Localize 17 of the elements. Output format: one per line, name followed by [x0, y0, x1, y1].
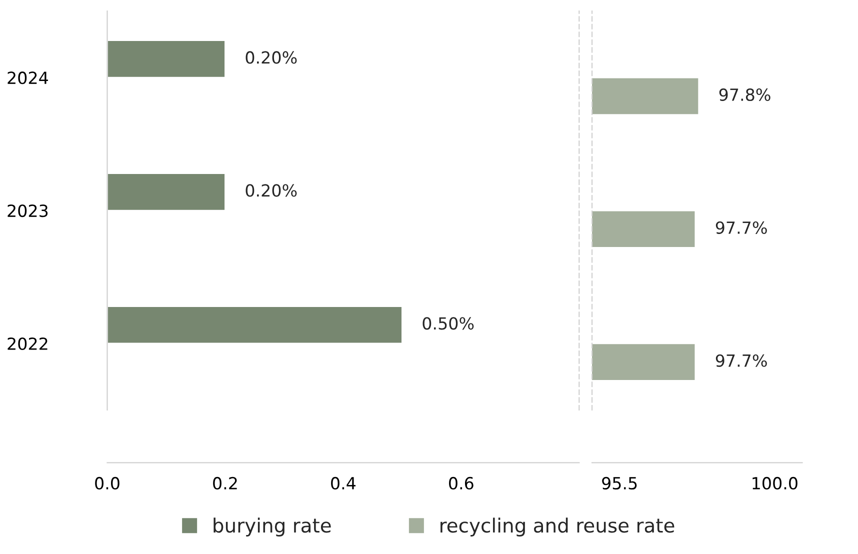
y-tick-label: 2022 — [8, 337, 48, 350]
data-label: 97.8% — [719, 88, 770, 102]
data-label: 97.7% — [716, 354, 767, 367]
x-tick-label: 0.2 — [213, 476, 237, 490]
x-tick-label: 100.0 — [752, 476, 798, 490]
y-tick-label: 2024 — [8, 72, 48, 84]
y-tick-label: 2023 — [8, 204, 48, 218]
data-label: 0.20% — [246, 51, 297, 64]
x-tick-label: 0.4 — [331, 476, 356, 490]
data-label: 97.7% — [716, 221, 767, 234]
x-tick-label: 0.6 — [449, 476, 474, 490]
data-label: 0.20% — [246, 184, 297, 197]
data-label: 0.50% — [422, 317, 474, 330]
x-tick-label: 95.5 — [602, 476, 637, 490]
x-tick-label: 0.0 — [95, 476, 120, 490]
legend-label: recycling and reuse rate — [440, 518, 674, 536]
legend-label: burying rate — [214, 518, 331, 536]
